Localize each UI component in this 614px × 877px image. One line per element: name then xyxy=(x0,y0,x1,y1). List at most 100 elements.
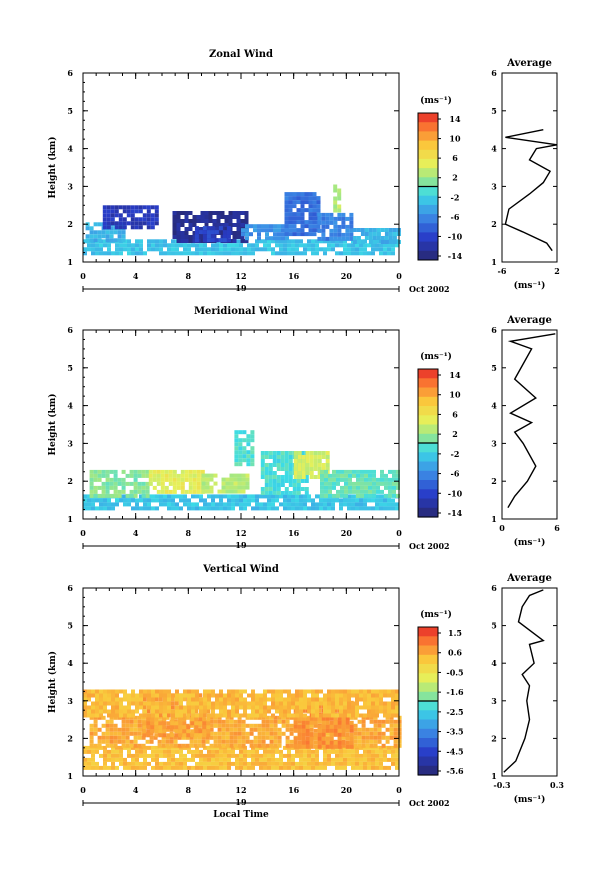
heatmap-cell xyxy=(312,204,317,209)
heatmap-cell xyxy=(203,765,207,770)
heatmap-cell xyxy=(299,498,303,503)
heatmap-cell xyxy=(361,719,366,724)
heatmap-cell xyxy=(267,765,271,770)
heatmap-cell xyxy=(220,215,225,219)
heatmap-cell xyxy=(239,701,243,706)
heatmap-cell xyxy=(304,208,309,213)
heatmap-cell xyxy=(163,243,167,248)
heatmap-cell xyxy=(235,705,239,710)
heatmap-cell xyxy=(368,240,373,244)
heatmap-cell xyxy=(135,243,139,248)
heatmap-cell xyxy=(351,506,355,511)
heatmap-cell xyxy=(311,693,315,698)
heatmap-cell xyxy=(115,701,119,706)
heatmap-cell xyxy=(335,749,339,754)
heatmap-cell xyxy=(183,502,187,507)
heatmap-cell xyxy=(209,743,214,748)
heatmap-cell xyxy=(293,451,298,455)
heatmap-cell xyxy=(353,715,358,720)
heatmap-cell xyxy=(340,485,344,490)
heatmap-cell xyxy=(221,723,226,728)
heatmap-cell xyxy=(176,239,181,243)
average-y-tick-label: 4 xyxy=(491,144,497,154)
heatmap-cell xyxy=(242,446,247,451)
heatmap-cell xyxy=(137,481,142,486)
heatmap-cell xyxy=(359,697,363,702)
heatmap-cell xyxy=(93,485,98,490)
heatmap-cell xyxy=(227,709,231,714)
average-profile-line xyxy=(504,129,558,252)
heatmap-cell xyxy=(297,463,302,467)
heatmap-cell xyxy=(245,723,250,728)
heatmap-cell xyxy=(295,502,299,507)
heatmap-cell xyxy=(219,251,223,256)
heatmap-cell xyxy=(201,743,206,748)
heatmap-cell xyxy=(292,491,297,495)
heatmap-cell xyxy=(222,234,227,239)
heatmap-cell xyxy=(95,701,99,706)
heatmap-cell xyxy=(371,765,375,770)
heatmap-cell xyxy=(143,506,147,511)
heatmap-cell xyxy=(395,713,399,718)
heatmap-cell xyxy=(319,761,323,766)
heatmap-cell xyxy=(372,493,376,498)
heatmap-cell xyxy=(315,713,319,718)
heatmap-cell xyxy=(123,693,127,698)
heatmap-region xyxy=(83,745,399,770)
heatmap-cell xyxy=(247,701,251,706)
heatmap-cell xyxy=(264,491,269,495)
colorbar-segment xyxy=(418,710,438,721)
heatmap-cell xyxy=(134,221,139,226)
heatmap-cell xyxy=(183,243,187,248)
heatmap-cell xyxy=(227,745,231,750)
heatmap-cell xyxy=(141,489,146,494)
heatmap-cell xyxy=(291,239,295,244)
heatmap-cell xyxy=(317,736,322,741)
heatmap-cell xyxy=(296,196,301,201)
heatmap-cell xyxy=(167,243,171,248)
heatmap-cell xyxy=(395,689,399,694)
heatmap-cell xyxy=(303,757,307,762)
heatmap-cell xyxy=(375,757,379,762)
heatmap-cell xyxy=(223,757,227,762)
heatmap-cell xyxy=(281,224,285,229)
heatmap-cell xyxy=(321,743,326,748)
heatmap-cell xyxy=(325,716,330,721)
heatmap-cell xyxy=(387,243,391,248)
heatmap-cell xyxy=(187,243,191,248)
heatmap-cell xyxy=(249,232,253,237)
heatmap-cell xyxy=(187,251,191,256)
heatmap-cell xyxy=(166,733,171,738)
colorbar-segment xyxy=(418,507,438,518)
heatmap-cell xyxy=(122,205,127,210)
heatmap-cell xyxy=(239,761,243,766)
heatmap-cell xyxy=(357,739,362,744)
heatmap-cell xyxy=(99,251,103,256)
heatmap-cell xyxy=(329,732,334,737)
heatmap-cell xyxy=(119,757,123,762)
heatmap-cell xyxy=(223,745,227,750)
heatmap-cell xyxy=(145,739,150,744)
heatmap-cell xyxy=(381,731,386,736)
heatmap-cell xyxy=(176,211,181,215)
y-axis-label: Height (km) xyxy=(47,136,58,198)
heatmap-cell xyxy=(111,693,115,698)
colorbar-segment xyxy=(418,728,438,739)
heatmap-cell xyxy=(312,212,317,217)
heatmap-cell xyxy=(238,458,243,463)
heatmap-cell xyxy=(313,740,318,745)
heatmap-cell xyxy=(275,239,279,244)
heatmap-cell xyxy=(263,761,267,766)
heatmap-cell xyxy=(159,761,163,766)
heatmap-cell xyxy=(279,243,283,248)
heatmap-cell xyxy=(231,745,235,750)
heatmap-cell xyxy=(91,701,95,706)
heatmap-cell xyxy=(307,761,311,766)
heatmap-cell xyxy=(332,493,336,498)
heatmap-cell xyxy=(272,475,277,479)
heatmap-cell xyxy=(87,247,91,252)
heatmap-cell xyxy=(87,506,91,511)
heatmap-cell xyxy=(323,745,327,750)
heatmap-cell xyxy=(188,469,193,474)
heatmap-cell xyxy=(279,697,283,702)
